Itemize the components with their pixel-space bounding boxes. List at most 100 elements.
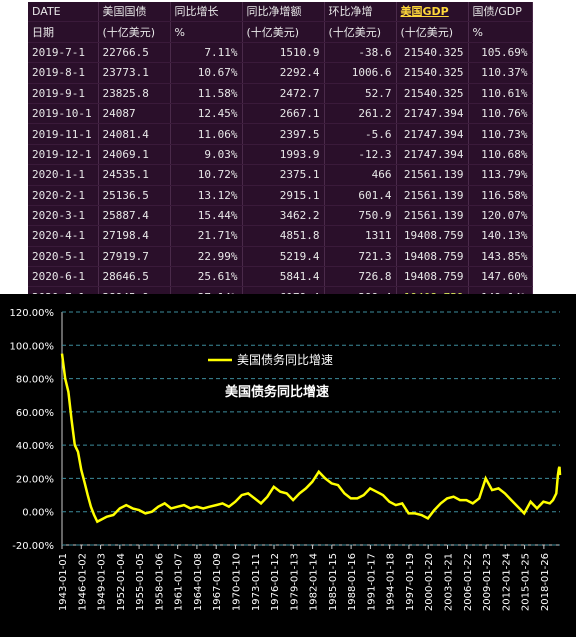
table-cell: 2020-2-1	[28, 185, 99, 206]
header-cell: (十亿美元)	[396, 21, 469, 43]
table-row: 2020-6-1 28646.5 25.61% 5841.4 726.8 19408.75…	[28, 266, 533, 288]
table-row: 2019-10-1 24087 12.45% 2667.1 261.2 21747.394…	[28, 103, 533, 125]
table-cell: 140.13%	[468, 225, 533, 247]
table-cell: 2375.1	[242, 164, 325, 186]
table-cell: 2019-12-1	[28, 144, 99, 166]
table-row: 2020-3-1 25887.4 15.44% 3462.2 750.9 21561.13…	[28, 205, 533, 227]
table-cell: 21540.325	[396, 83, 469, 104]
table-cell: 5219.4	[242, 246, 325, 268]
header-cell: DATE	[28, 2, 99, 23]
table-cell: 21561.139	[396, 185, 469, 206]
table-cell: 5841.4	[242, 266, 325, 288]
table-cell: 11.58%	[170, 83, 243, 104]
table-cell: 25887.4	[98, 205, 171, 227]
x-tick-label: 1994-01-18	[386, 553, 397, 611]
table-cell: 22.99%	[170, 246, 243, 268]
table-cell: 2019-9-1	[28, 83, 99, 104]
table-cell: -38.6	[324, 42, 397, 64]
x-tick-label: 1949-01-03	[97, 553, 108, 611]
table-cell: 2472.7	[242, 83, 325, 104]
y-tick-label: 80.00%	[16, 375, 54, 386]
header-cell: 同比净增额	[242, 2, 325, 23]
header-cell: (十亿美元)	[324, 21, 397, 43]
table-cell: 21561.139	[396, 164, 469, 186]
x-tick-label: 2015-01-25	[521, 553, 532, 611]
table-cell: 25.61%	[170, 266, 243, 288]
header-cell: %	[170, 21, 243, 43]
table-row: 2019-9-1 23825.8 11.58% 2472.7 52.7 21540.325…	[28, 83, 533, 104]
table-cell: 721.3	[324, 246, 397, 268]
table-cell: 19408.759	[396, 266, 469, 288]
table-cell: 1510.9	[242, 42, 325, 64]
x-tick-label: 1985-01-15	[328, 553, 339, 611]
table-cell: 21.71%	[170, 225, 243, 247]
table-row: 2019-12-1 24069.1 9.03% 1993.9 -12.3 21747.39…	[28, 144, 533, 166]
table-cell: 19408.759	[396, 225, 469, 247]
table-cell: 2020-4-1	[28, 225, 99, 247]
table-header-row: DATE 美国国债 同比增长 同比净增额 环比净增 美国GDP 国债/GDP	[28, 2, 533, 23]
table-cell: 1311	[324, 225, 397, 247]
x-tick-label: 1961-01-07	[174, 553, 185, 611]
x-tick-label: 1982-01-14	[309, 553, 320, 611]
table-cell: 2397.5	[242, 123, 325, 145]
x-tick-label: 1988-01-16	[347, 553, 358, 611]
header-cell: 美国国债	[98, 2, 171, 23]
table-cell: 2020-3-1	[28, 205, 99, 227]
header-cell: 同比增长	[170, 2, 243, 23]
y-axis: -20.00% 0.00% 20.00% 40.00% 60.00% 80.00% 100.…	[10, 308, 55, 552]
table-row: 2019-11-1 24081.4 11.06% 2397.5 -5.6 21747.39…	[28, 123, 533, 145]
x-tick-label: 1952-01-04	[116, 553, 127, 611]
y-tick-label: 100.00%	[10, 341, 55, 352]
header-cell: 环比净增	[324, 2, 397, 23]
x-tick-label: 1991-01-17	[366, 553, 377, 611]
table-cell: 116.58%	[468, 185, 533, 206]
table-cell: 2020-1-1	[28, 164, 99, 186]
table-row: 2019-7-1 22766.5 7.11% 1510.9 -38.6 21540.325…	[28, 42, 533, 64]
table-cell: 21747.394	[396, 123, 469, 145]
x-tick-label: 2006-01-22	[463, 553, 474, 611]
y-tick-label: 40.00%	[16, 441, 54, 452]
legend: 美国债务同比增速	[208, 352, 333, 367]
table-cell: 2915.1	[242, 185, 325, 206]
table-cell: 110.61%	[468, 83, 533, 104]
table-cell: 12.45%	[170, 103, 243, 125]
x-tick-label: 1946-01-02	[77, 553, 88, 611]
table-cell: 2019-11-1	[28, 123, 99, 145]
table-cell: 726.8	[324, 266, 397, 288]
table-cell: 2292.4	[242, 62, 325, 84]
table-cell: 1006.6	[324, 62, 397, 84]
x-tick-label: 1970-01-10	[231, 553, 242, 611]
table-cell: 21561.139	[396, 205, 469, 227]
header-cell: 国债/GDP	[468, 2, 533, 23]
chart-title: 美国债务同比增速	[225, 384, 329, 400]
table-cell: 52.7	[324, 83, 397, 104]
y-tick-label: 20.00%	[16, 474, 54, 485]
x-tick-label: 1979-01-13	[289, 553, 300, 611]
table-row: 2019-8-1 23773.1 10.67% 2292.4 1006.6 21540.3…	[28, 62, 533, 84]
table-row: 2020-2-1 25136.5 13.12% 2915.1 601.4 21561.13…	[28, 185, 533, 206]
table-cell: 24081.4	[98, 123, 171, 145]
table-cell: 24069.1	[98, 144, 171, 166]
table-cell: 2020-6-1	[28, 266, 99, 288]
x-tick-label: 2012-01-24	[501, 553, 512, 611]
table-cell: 110.76%	[468, 103, 533, 125]
table-row: 2020-1-1 24535.1 10.72% 2375.1 466 21561.139 1…	[28, 164, 533, 186]
table-row: 2020-4-1 27198.4 21.71% 4851.8 1311 19408.759…	[28, 225, 533, 247]
x-tick-label: 2018-01-26	[540, 553, 551, 611]
y-tick-label: 0.00%	[22, 508, 54, 519]
table-cell: 24535.1	[98, 164, 171, 186]
table-cell: -12.3	[324, 144, 397, 166]
table-cell: 105.69%	[468, 42, 533, 64]
table-cell: 24087	[98, 103, 171, 125]
table-cell: 27198.4	[98, 225, 171, 247]
header-cell: %	[468, 21, 533, 43]
table-cell: 21540.325	[396, 42, 469, 64]
table-cell: 466	[324, 164, 397, 186]
table-cell: 9.03%	[170, 144, 243, 166]
x-axis: 1943-01-01 1946-01-02 1949-01-03 1952-01-04…	[58, 545, 551, 611]
header-cell: (十亿美元)	[98, 21, 171, 43]
x-tick-label: 1967-01-09	[212, 553, 223, 611]
table-cell: -5.6	[324, 123, 397, 145]
table-cell: 22766.5	[98, 42, 171, 64]
table-cell: 113.79%	[468, 164, 533, 186]
